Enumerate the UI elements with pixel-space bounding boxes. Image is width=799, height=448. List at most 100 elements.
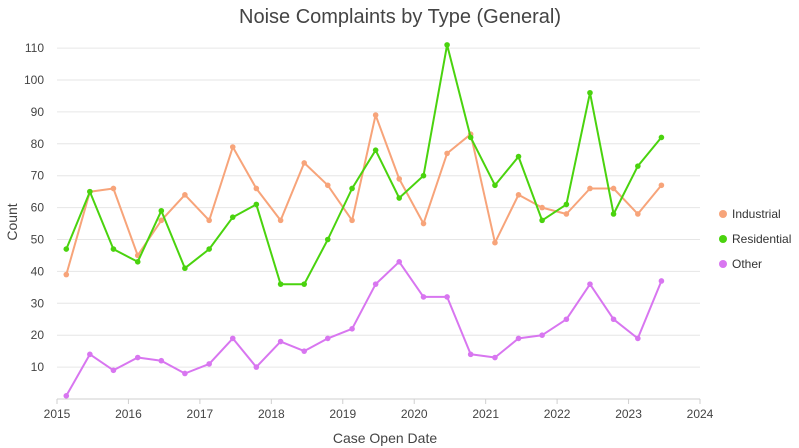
data-point-other[interactable] xyxy=(396,259,403,265)
data-point-other[interactable] xyxy=(182,370,188,377)
data-point-other[interactable] xyxy=(301,348,307,354)
data-point-other[interactable] xyxy=(277,338,284,345)
data-point-residential[interactable] xyxy=(324,236,331,243)
x-tick-label-2018: 2018 xyxy=(258,407,285,421)
y-tick-label-10: 10 xyxy=(31,360,45,374)
y-axis-ticks: 10 20 30 40 50 60 70 80 90 100 110 xyxy=(24,41,44,374)
data-point-industrial[interactable] xyxy=(610,185,617,192)
data-point-other[interactable] xyxy=(87,351,93,358)
data-point-other[interactable] xyxy=(610,316,617,323)
legend-label-industrial: Industrial xyxy=(732,207,781,221)
x-tick-label-2020: 2020 xyxy=(401,407,428,421)
y-axis-title: Count xyxy=(4,203,20,240)
legend-item-other[interactable]: Other xyxy=(719,257,762,271)
data-point-other[interactable] xyxy=(420,294,427,300)
data-point-other[interactable] xyxy=(492,354,498,361)
data-point-other[interactable] xyxy=(635,335,641,342)
data-point-residential[interactable] xyxy=(396,195,403,201)
data-point-other[interactable] xyxy=(158,357,165,364)
data-point-residential[interactable] xyxy=(420,172,427,179)
data-point-industrial[interactable] xyxy=(253,185,260,192)
data-point-industrial[interactable] xyxy=(539,204,545,211)
data-point-industrial[interactable] xyxy=(229,144,236,150)
data-point-industrial[interactable] xyxy=(349,217,355,224)
data-point-residential[interactable] xyxy=(467,134,474,141)
data-point-other[interactable] xyxy=(658,278,665,284)
y-tick-label-40: 40 xyxy=(31,264,45,278)
data-point-residential[interactable] xyxy=(206,246,212,252)
data-point-other[interactable] xyxy=(444,294,450,300)
data-point-other[interactable] xyxy=(324,335,331,342)
data-point-other[interactable] xyxy=(467,351,474,358)
legend: Industrial Residential Other xyxy=(719,207,791,271)
legend-label-residential: Residential xyxy=(732,232,791,246)
series-line-residential xyxy=(65,43,663,286)
data-point-other[interactable] xyxy=(515,335,522,342)
data-point-residential[interactable] xyxy=(301,281,307,287)
data-point-industrial[interactable] xyxy=(420,220,427,227)
data-point-industrial[interactable] xyxy=(63,271,70,278)
data-point-industrial[interactable] xyxy=(277,217,284,224)
series-industrial xyxy=(63,112,665,278)
y-tick-label-60: 60 xyxy=(31,201,45,215)
data-point-industrial[interactable] xyxy=(492,239,498,246)
x-tick-label-2019: 2019 xyxy=(329,407,356,421)
data-point-residential[interactable] xyxy=(587,89,593,96)
data-point-industrial[interactable] xyxy=(206,217,212,224)
data-point-other[interactable] xyxy=(253,364,260,370)
data-point-residential[interactable] xyxy=(87,188,93,195)
data-point-residential[interactable] xyxy=(492,182,498,189)
data-point-residential[interactable] xyxy=(658,134,665,141)
data-point-other[interactable] xyxy=(587,281,593,287)
x-axis-ticks: 2015 2016 2017 2018 2019 2020 2021 2022 2023 2024 xyxy=(44,399,714,421)
legend-item-residential[interactable]: Residential xyxy=(719,232,791,246)
data-point-residential[interactable] xyxy=(563,201,570,208)
data-point-residential[interactable] xyxy=(610,211,617,217)
data-point-other[interactable] xyxy=(206,361,212,367)
data-point-industrial[interactable] xyxy=(324,182,331,189)
x-tick-label-2017: 2017 xyxy=(187,407,214,421)
data-point-industrial[interactable] xyxy=(110,185,117,192)
y-tick-label-50: 50 xyxy=(31,233,45,247)
data-point-residential[interactable] xyxy=(182,265,188,272)
data-point-residential[interactable] xyxy=(134,259,141,265)
data-point-other[interactable] xyxy=(110,367,117,374)
y-tick-label-90: 90 xyxy=(31,105,45,119)
data-point-industrial[interactable] xyxy=(301,160,307,166)
series-lines xyxy=(63,42,665,399)
data-point-other[interactable] xyxy=(372,281,379,287)
data-point-other[interactable] xyxy=(134,354,141,361)
data-point-industrial[interactable] xyxy=(515,192,522,198)
data-point-industrial[interactable] xyxy=(372,112,379,118)
legend-label-other: Other xyxy=(732,257,762,271)
data-point-industrial[interactable] xyxy=(396,176,403,182)
data-point-residential[interactable] xyxy=(158,207,165,214)
data-point-other[interactable] xyxy=(63,393,70,399)
data-point-residential[interactable] xyxy=(539,217,545,224)
data-point-industrial[interactable] xyxy=(182,192,188,198)
data-point-other[interactable] xyxy=(563,316,570,323)
data-point-residential[interactable] xyxy=(110,246,117,252)
x-tick-label-2016: 2016 xyxy=(115,407,142,421)
data-point-industrial[interactable] xyxy=(587,185,593,192)
data-point-industrial[interactable] xyxy=(444,150,450,157)
data-point-residential[interactable] xyxy=(372,147,379,153)
data-point-residential[interactable] xyxy=(349,185,355,192)
data-point-residential[interactable] xyxy=(277,281,284,287)
data-point-other[interactable] xyxy=(229,335,236,342)
series-line-other xyxy=(65,260,663,397)
data-point-residential[interactable] xyxy=(253,201,260,208)
data-point-industrial[interactable] xyxy=(158,217,165,224)
data-point-industrial[interactable] xyxy=(635,211,641,217)
data-point-industrial[interactable] xyxy=(563,211,570,217)
y-tick-label-110: 110 xyxy=(25,41,44,55)
legend-item-industrial[interactable]: Industrial xyxy=(719,207,781,221)
data-point-residential[interactable] xyxy=(63,246,70,252)
data-point-residential[interactable] xyxy=(635,163,641,169)
data-point-residential[interactable] xyxy=(229,214,236,220)
data-point-residential[interactable] xyxy=(515,153,522,160)
data-point-industrial[interactable] xyxy=(658,182,665,189)
data-point-other[interactable] xyxy=(539,332,545,339)
data-point-residential[interactable] xyxy=(444,42,450,48)
data-point-other[interactable] xyxy=(349,326,355,332)
